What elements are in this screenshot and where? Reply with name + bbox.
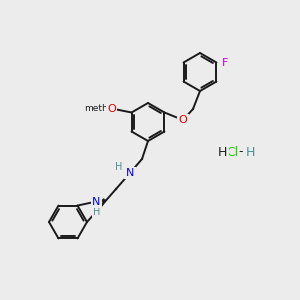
Text: N: N xyxy=(92,196,100,207)
Text: N: N xyxy=(126,168,134,178)
Text: H: H xyxy=(246,146,255,158)
Text: -: - xyxy=(238,146,242,158)
Text: H: H xyxy=(115,162,123,172)
Text: Cl: Cl xyxy=(226,146,238,158)
Text: F: F xyxy=(222,58,229,68)
Text: O: O xyxy=(178,115,188,125)
Text: O: O xyxy=(107,103,116,113)
Text: H: H xyxy=(93,207,101,217)
Text: H: H xyxy=(218,146,227,158)
Text: meth: meth xyxy=(84,104,107,113)
